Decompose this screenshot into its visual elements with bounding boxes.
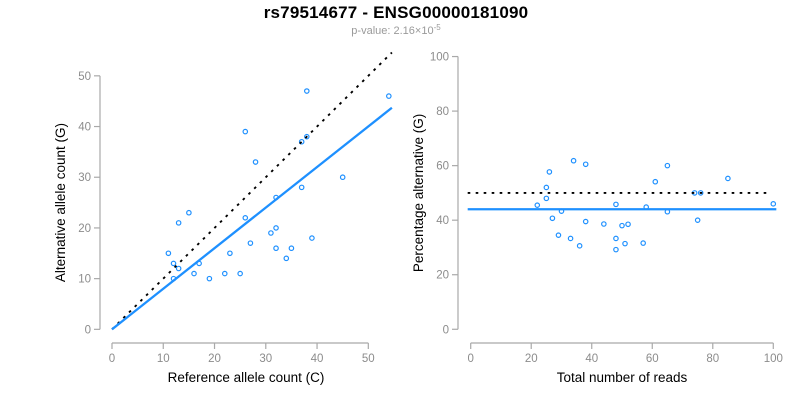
x-tick-label: 20 xyxy=(208,353,221,365)
data-point xyxy=(273,245,279,252)
data-point xyxy=(697,190,704,196)
x-tick-label: 100 xyxy=(764,353,783,365)
data-point xyxy=(206,275,213,282)
data-point xyxy=(221,270,228,277)
y-tick-label: 80 xyxy=(436,106,449,118)
data-point xyxy=(242,128,249,135)
y-tick-label: 50 xyxy=(78,71,91,83)
data-point xyxy=(613,246,619,253)
data-point xyxy=(555,232,562,238)
data-point xyxy=(567,235,574,242)
y-axis-title: Percentage alternative (G) xyxy=(411,114,426,272)
data-point xyxy=(601,221,607,227)
x-axis-title: Total number of reads xyxy=(557,370,688,385)
data-point xyxy=(534,202,541,208)
data-point xyxy=(613,235,619,242)
plot-subtitle: p-value: 2.16×10-5 xyxy=(0,23,792,37)
data-point xyxy=(165,250,172,257)
y-tick-label: 40 xyxy=(78,122,91,134)
data-point xyxy=(339,174,346,181)
y-tick-label: 100 xyxy=(430,52,449,64)
data-point xyxy=(288,245,295,252)
y-tick-label: 30 xyxy=(78,172,91,184)
data-point xyxy=(386,93,392,99)
data-point xyxy=(543,184,550,191)
data-point xyxy=(247,240,254,246)
x-tick-label: 10 xyxy=(157,353,170,365)
data-point xyxy=(640,240,646,246)
data-point xyxy=(273,225,279,231)
x-axis-title: Reference allele count (C) xyxy=(168,370,325,385)
data-point xyxy=(298,138,305,145)
data-point xyxy=(582,218,589,225)
data-point xyxy=(237,270,243,277)
y-tick-label: 10 xyxy=(78,274,91,286)
y-tick-label: 0 xyxy=(443,324,449,336)
data-point xyxy=(694,217,701,223)
x-tick-label: 40 xyxy=(585,353,598,365)
data-point xyxy=(283,255,290,262)
data-point xyxy=(664,162,671,169)
data-point xyxy=(619,222,625,229)
data-point xyxy=(613,201,619,208)
data-point xyxy=(622,240,628,247)
data-point xyxy=(570,157,577,164)
data-point xyxy=(546,169,553,175)
x-tick-label: 50 xyxy=(362,353,375,365)
data-point xyxy=(582,161,589,168)
data-point xyxy=(252,159,259,165)
data-point xyxy=(770,201,777,207)
data-point xyxy=(170,260,177,267)
data-point xyxy=(303,88,310,94)
p-value-text: p-value: 2.16×10 xyxy=(351,25,434,37)
y-tick-label: 20 xyxy=(78,223,91,235)
data-point xyxy=(309,235,315,241)
data-point xyxy=(298,184,305,191)
fit-line xyxy=(111,106,393,331)
plot-title: rs79514677 - ENSG00000181090 xyxy=(263,3,529,22)
data-point xyxy=(543,195,550,202)
data-point xyxy=(191,270,197,277)
data-point xyxy=(625,221,631,228)
x-tick-label: 30 xyxy=(259,353,272,365)
y-axis-title: Alternative allele count (G) xyxy=(53,123,68,282)
data-point xyxy=(186,209,192,216)
percentage-scatter: 0 20 40 60 80 100 0 20 40 60 80 100 Total number of … xyxy=(411,52,783,385)
y-tick-label: 40 xyxy=(436,215,449,227)
x-tick-label: 40 xyxy=(311,353,324,365)
p-value-exponent: -5 xyxy=(433,23,441,32)
y-tick-label: 20 xyxy=(436,270,449,282)
y-tick-label: 0 xyxy=(85,324,91,336)
data-point xyxy=(242,214,249,221)
allele-count-scatter: 0 10 20 30 40 50 0 10 20 30 40 50 Reference allele c… xyxy=(53,51,393,385)
data-point xyxy=(175,265,182,272)
identity-line xyxy=(111,51,393,331)
x-tick-label: 80 xyxy=(706,353,719,365)
x-tick-label: 60 xyxy=(646,353,659,365)
data-point xyxy=(652,178,659,185)
data-point xyxy=(175,220,182,226)
x-tick-label: 0 xyxy=(468,353,474,365)
data-point xyxy=(227,250,233,257)
data-point xyxy=(725,175,731,182)
x-tick-label: 0 xyxy=(109,353,115,365)
data-point xyxy=(549,215,556,222)
data-point xyxy=(576,243,583,249)
data-point xyxy=(268,230,274,236)
data-point xyxy=(303,133,310,140)
x-tick-label: 20 xyxy=(525,353,538,365)
y-tick-label: 60 xyxy=(436,161,449,173)
